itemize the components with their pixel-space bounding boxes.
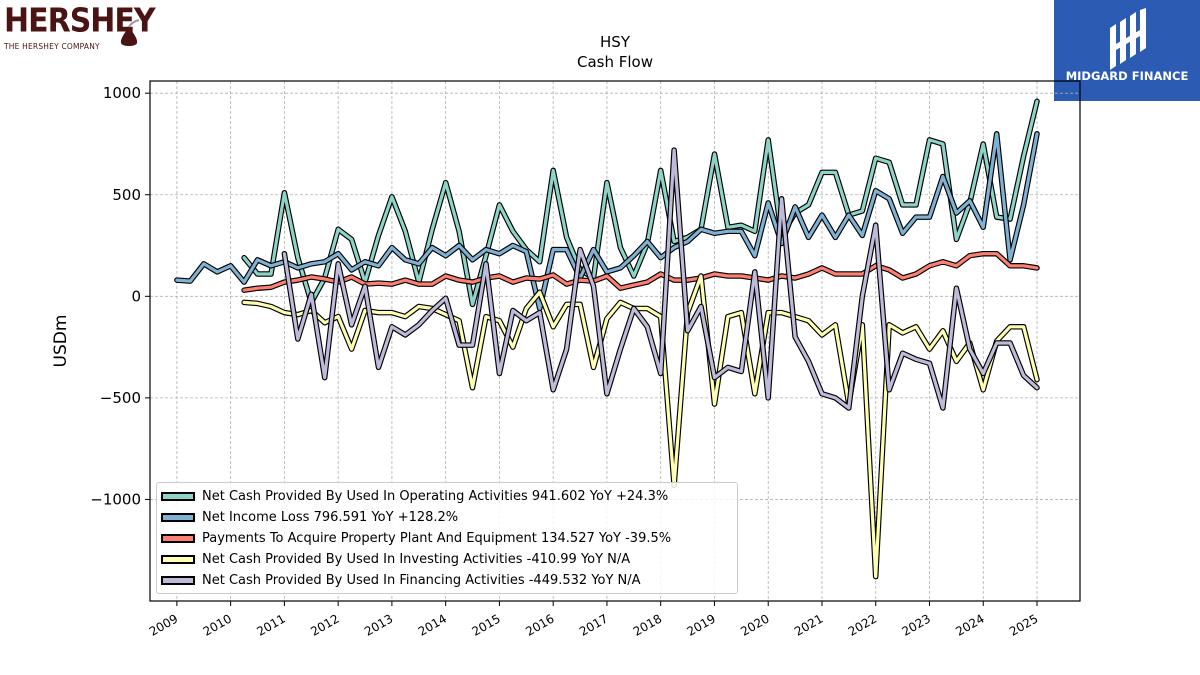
legend-swatch <box>161 513 195 522</box>
midgard-finance-name: MIDGARD FINANCE <box>1065 69 1189 83</box>
hershey-logo: HERSHEY THE HERSHEY COMPANY <box>4 3 156 56</box>
legend-item: Net Cash Provided By Used In Investing A… <box>157 549 737 570</box>
y-tick-label: 500 <box>112 186 141 204</box>
legend-label: Net Cash Provided By Used In Investing A… <box>202 552 631 567</box>
series-lines <box>174 98 1040 580</box>
x-tick-label: 2013 <box>362 611 395 638</box>
x-tick-label: 2016 <box>523 611 556 638</box>
x-tick-label: 2020 <box>738 611 771 638</box>
legend-label: Net Cash Provided By Used In Operating A… <box>202 489 669 504</box>
y-tick-label: 0 <box>131 287 141 305</box>
x-tick-label: 2015 <box>469 611 502 638</box>
midgard-finance-logo: MIDGARD FINANCE <box>1054 0 1200 101</box>
series-3 <box>241 273 1040 580</box>
x-tick-label: 2014 <box>416 611 449 638</box>
x-tick-label: 2009 <box>147 611 180 638</box>
legend-swatch <box>161 576 195 585</box>
series-1 <box>174 131 1040 312</box>
y-tick-label: −1000 <box>90 490 141 508</box>
y-tick-label: −500 <box>100 389 141 407</box>
y-axis-label: USDm <box>51 315 71 368</box>
chart-title-block: HSY Cash Flow <box>415 32 815 72</box>
legend: Net Cash Provided By Used In Operating A… <box>156 482 738 594</box>
x-tick-label: 2010 <box>201 611 234 638</box>
legend-label: Net Income Loss 796.591 YoY +128.2% <box>202 510 459 525</box>
chart-subtitle: Cash Flow <box>577 53 653 71</box>
x-tick-label: 2018 <box>631 611 664 638</box>
x-tick-label: 2011 <box>254 611 287 638</box>
x-tick-label: 2021 <box>792 611 825 638</box>
kiss-icon <box>120 19 140 46</box>
midgard-mark-icon <box>1110 8 1146 70</box>
legend-swatch <box>161 492 195 501</box>
series-line <box>242 252 1039 292</box>
x-tick-label: 2017 <box>577 611 610 638</box>
x-tick-label: 2012 <box>308 611 341 638</box>
series-4 <box>281 147 1040 411</box>
plot-frame <box>149 80 1081 602</box>
x-tick-label: 2019 <box>684 611 717 638</box>
legend-swatch <box>161 555 195 564</box>
legend-item: Payments To Acquire Property Plant And E… <box>157 528 737 549</box>
legend-item: Net Cash Provided By Used In Operating A… <box>157 486 737 507</box>
x-tick-label: 2024 <box>953 611 986 638</box>
x-tick-label: 2025 <box>1007 611 1040 638</box>
x-tick-label: 2023 <box>900 611 933 638</box>
series-0 <box>241 98 1040 308</box>
legend-item: Net Income Loss 796.591 YoY +128.2% <box>157 507 737 528</box>
series-2 <box>241 250 1040 293</box>
chart-title: HSY <box>600 33 630 51</box>
legend-swatch <box>161 534 195 543</box>
series-line <box>282 148 1039 410</box>
series-line <box>242 274 1039 579</box>
x-tick-label: 2022 <box>846 611 879 638</box>
y-tick-label: 1000 <box>103 84 141 102</box>
legend-item: Net Cash Provided By Used In Financing A… <box>157 570 737 591</box>
hershey-company-tagline: THE HERSHEY COMPANY <box>4 42 100 51</box>
legend-label: Payments To Acquire Property Plant And E… <box>202 531 672 546</box>
series-line <box>242 99 1039 306</box>
series-line <box>175 132 1039 311</box>
legend-label: Net Cash Provided By Used In Financing A… <box>202 573 641 588</box>
